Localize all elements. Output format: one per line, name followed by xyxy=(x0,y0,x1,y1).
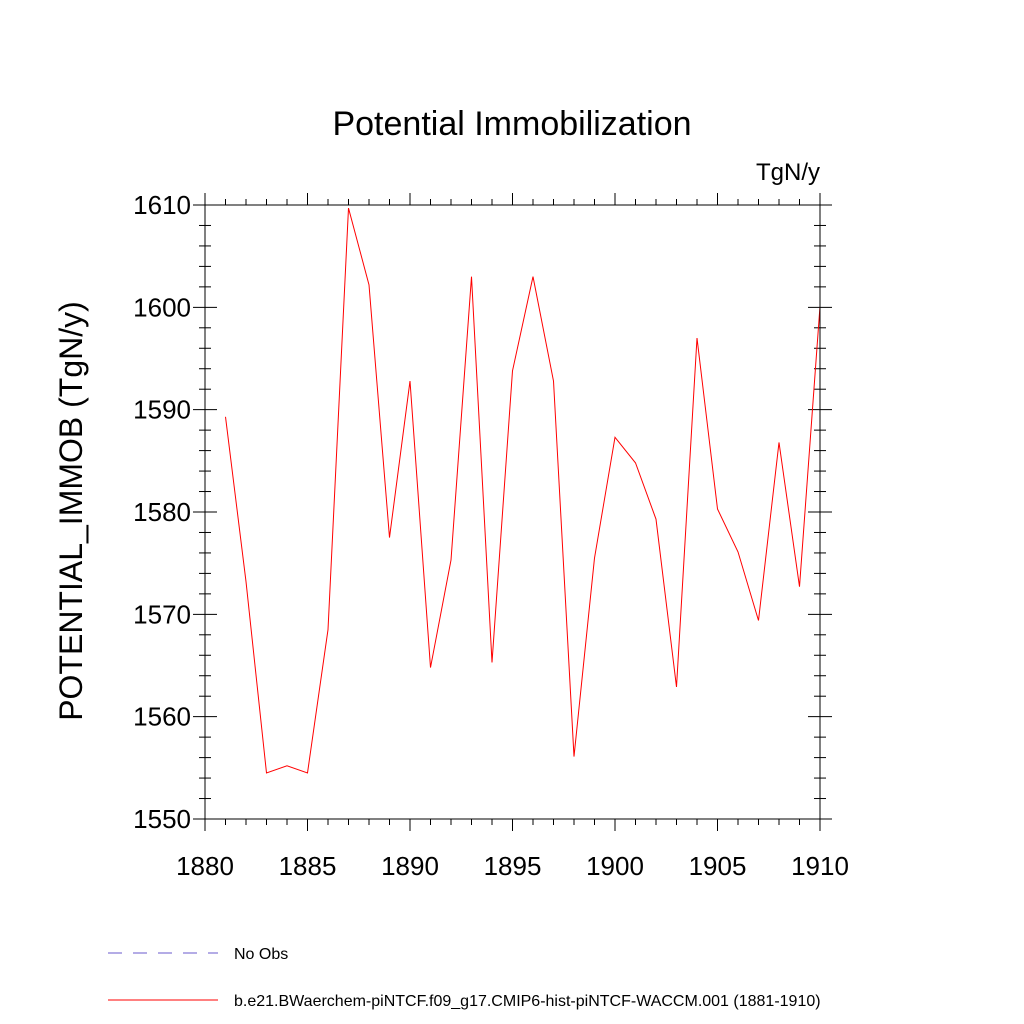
y-tick-label: 1550 xyxy=(133,804,191,834)
units-label: TgN/y xyxy=(756,159,820,186)
y-tick-label: 1610 xyxy=(133,190,191,220)
x-tick-label: 1905 xyxy=(689,851,747,881)
y-tick-label: 1600 xyxy=(133,292,191,322)
x-tick-label: 1885 xyxy=(279,851,337,881)
y-axis-label: POTENTIAL_IMMOB (TgN/y) xyxy=(53,301,89,721)
y-tick-label: 1570 xyxy=(133,599,191,629)
x-tick-label: 1890 xyxy=(381,851,439,881)
x-tick-label: 1880 xyxy=(176,851,234,881)
x-tick-label: 1910 xyxy=(791,851,849,881)
x-tick-label: 1895 xyxy=(484,851,542,881)
y-tick-label: 1560 xyxy=(133,702,191,732)
legend: No Obs b.e21.BWaerchem-piNTCF.f09_g17.CM… xyxy=(108,946,821,1010)
axis-ticks xyxy=(193,193,832,831)
series-line-0 xyxy=(225,207,821,774)
plot-lines xyxy=(225,207,821,774)
x-tick-label: 1900 xyxy=(586,851,644,881)
y-tick-label: 1590 xyxy=(133,395,191,425)
legend-label-no-obs: No Obs xyxy=(234,946,288,963)
chart-title: Potential Immobilization xyxy=(332,105,691,143)
y-tick-label: 1580 xyxy=(133,497,191,527)
tick-labels: 1880 1885 1890 1895 1900 1905 1910 1550 1560 1570… xyxy=(133,190,849,881)
plot-frame xyxy=(204,204,821,820)
legend-label-model: b.e21.BWaerchem-piNTCF.f09_g17.CMIP6-his… xyxy=(234,993,821,1010)
